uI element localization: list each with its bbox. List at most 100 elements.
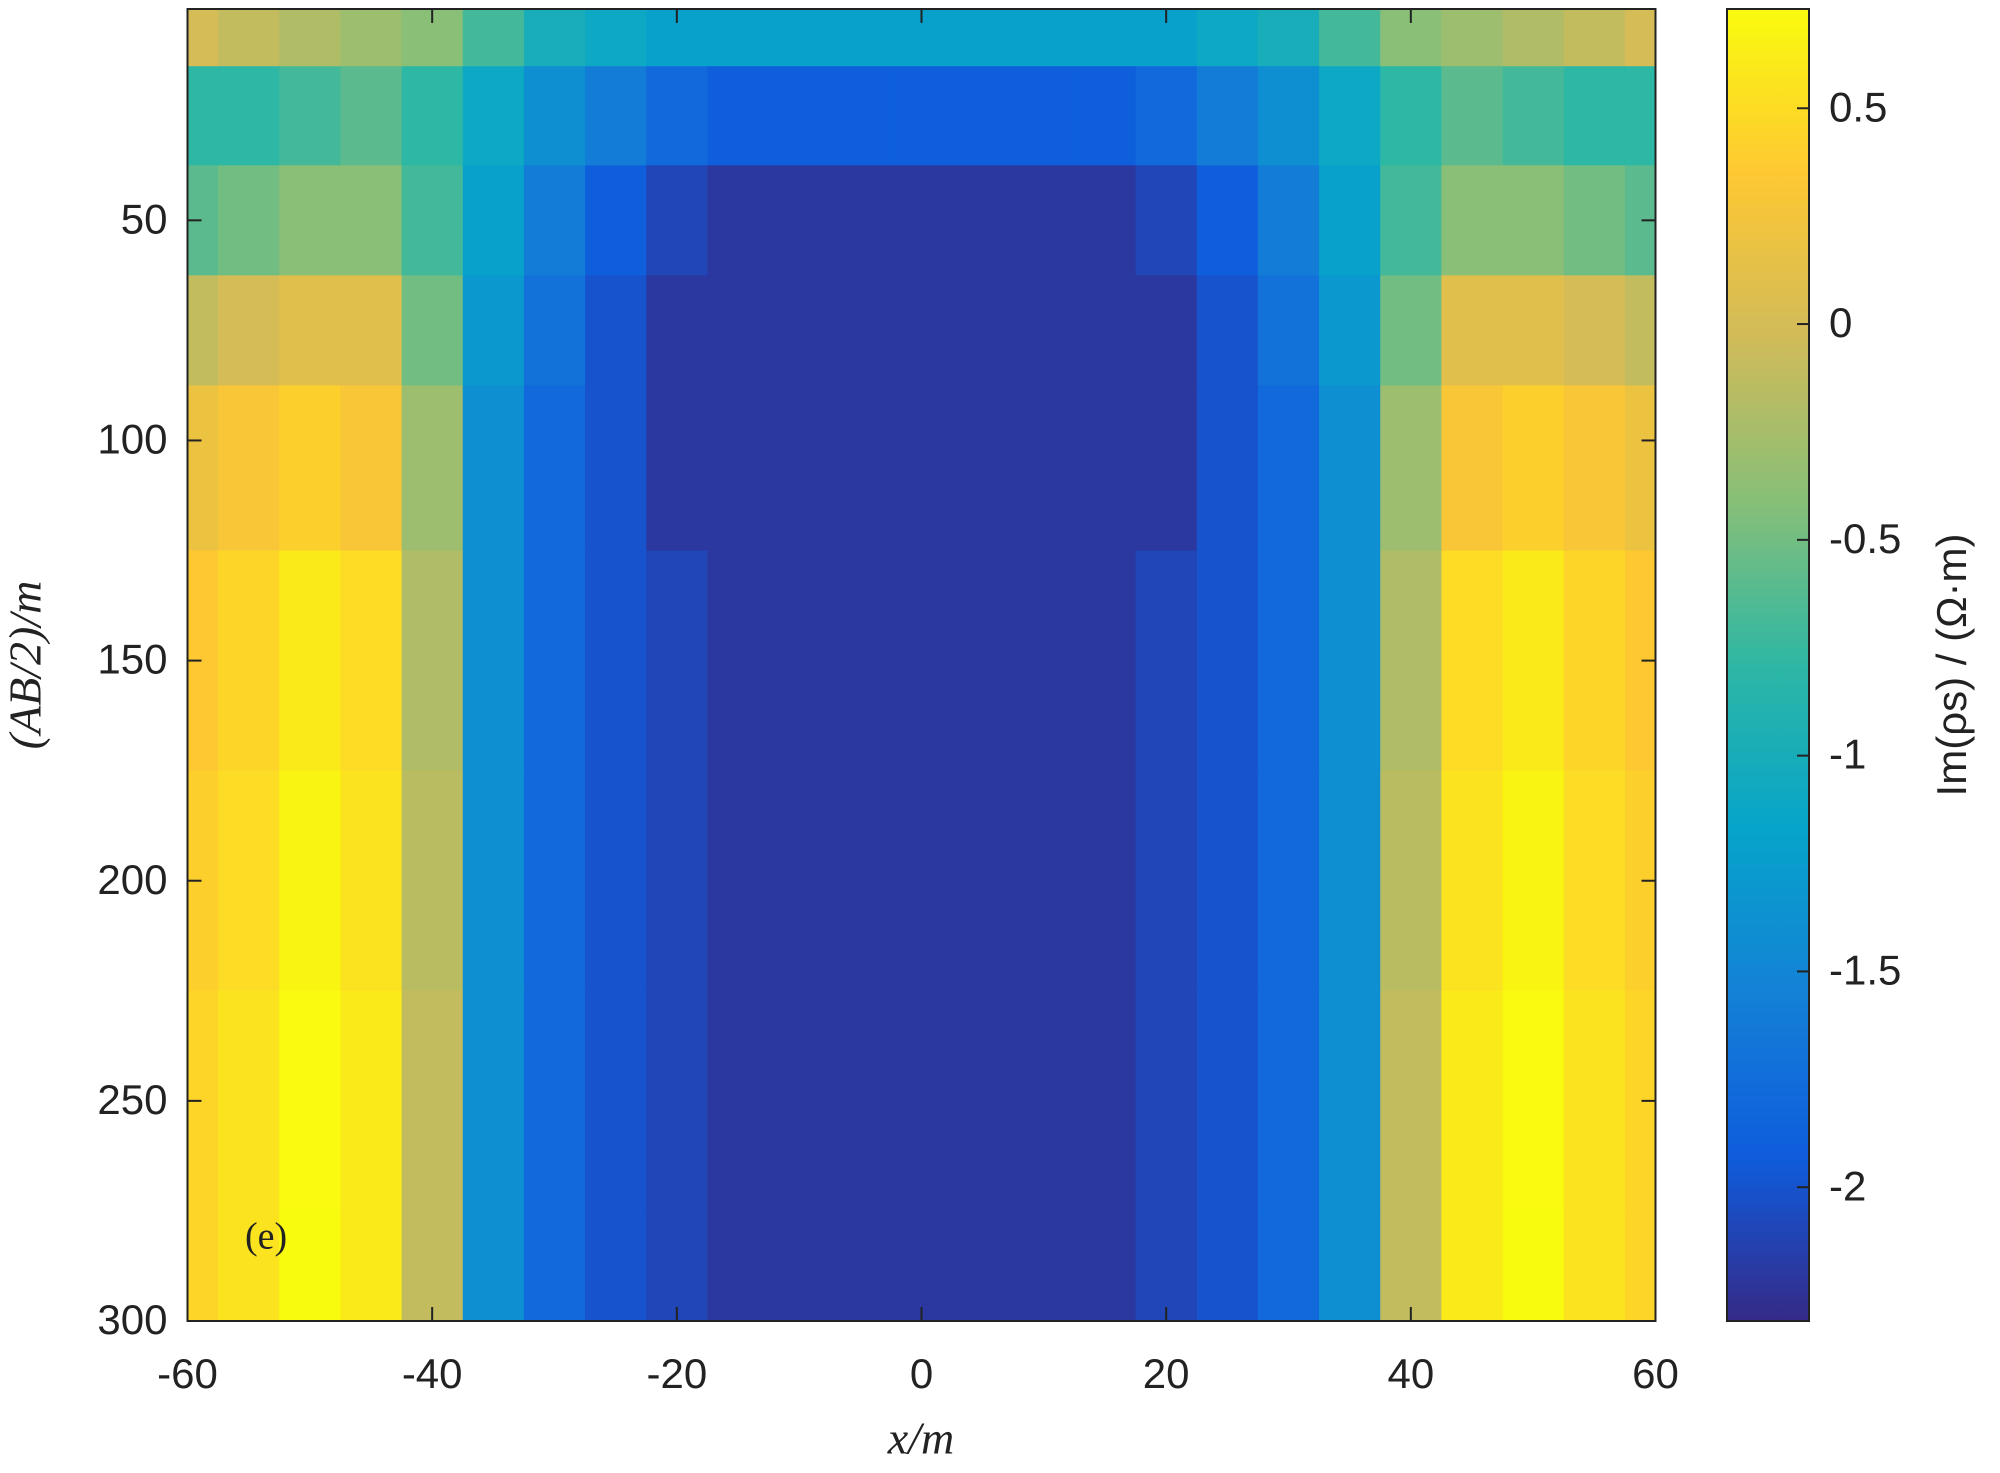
contour-cell — [523, 165, 586, 276]
contour-cell — [646, 990, 709, 1212]
x-tick-label: 20 — [1143, 1350, 1190, 1397]
x-axis-label: x/m — [887, 1413, 954, 1464]
contour-cell — [1196, 275, 1259, 387]
contour-cell — [1013, 770, 1076, 992]
contour-cell — [585, 66, 647, 166]
contour-cell — [646, 66, 709, 166]
contour-cell — [1074, 165, 1137, 276]
contour-cell — [1257, 9, 1320, 67]
contour-cell — [1074, 9, 1137, 67]
panel-label: (e) — [245, 1216, 287, 1258]
contour-cell — [218, 1210, 280, 1322]
y-tick-label: 150 — [97, 636, 167, 683]
contour-cell — [1196, 9, 1259, 67]
contour-cell — [768, 990, 831, 1212]
contour-cell — [1624, 275, 1657, 387]
contour-cell — [1196, 385, 1259, 552]
contour-cell — [279, 385, 342, 552]
contour-cell — [890, 275, 953, 387]
contour-cell — [829, 275, 892, 387]
contour-cell — [187, 66, 219, 166]
contour-cell — [1135, 1210, 1198, 1322]
contour-cell — [1502, 550, 1565, 772]
contour-cell — [1441, 990, 1504, 1212]
contour-cell — [952, 165, 1014, 276]
contour-cell — [1563, 275, 1626, 387]
contour-cell — [1013, 9, 1076, 67]
contour-cell — [218, 770, 280, 992]
contour-cell — [1624, 385, 1657, 552]
contour-cell — [218, 9, 280, 67]
contour-cell — [829, 990, 892, 1212]
contour-cell — [279, 550, 342, 772]
contour-cell — [952, 385, 1014, 552]
contour-cell — [187, 1210, 219, 1322]
contour-cell — [279, 990, 342, 1212]
contour-cell — [401, 385, 464, 552]
contour-cell — [1013, 66, 1076, 166]
contour-cell — [279, 66, 342, 166]
contour-cell — [401, 550, 464, 772]
contour-cell — [707, 9, 770, 67]
contour-cell — [1380, 550, 1443, 772]
contour-cell — [952, 66, 1014, 166]
contour-cell — [768, 385, 831, 552]
contour-cell — [768, 165, 831, 276]
contour-cell — [952, 1210, 1014, 1322]
contour-cell — [890, 770, 953, 992]
contour-cell — [1257, 275, 1320, 387]
contour-cell — [218, 550, 280, 772]
contour-cell — [1563, 165, 1626, 276]
contour-cell — [1563, 550, 1626, 772]
contour-cell — [1502, 770, 1565, 992]
contour-cell — [1441, 1210, 1504, 1322]
contour-cell — [462, 66, 525, 166]
contour-field — [187, 9, 1657, 1322]
contour-cell — [1074, 550, 1137, 772]
contour-cell — [952, 550, 1014, 772]
contour-cell — [1135, 770, 1198, 992]
contour-cell — [1257, 1210, 1320, 1322]
y-tick-label: 200 — [97, 856, 167, 903]
contour-cell — [340, 165, 403, 276]
contour-cell — [707, 550, 770, 772]
colorbar-tick-label: -1 — [1829, 731, 1866, 778]
contour-cell — [1196, 990, 1259, 1212]
x-tick-label: -20 — [646, 1350, 707, 1397]
contour-cell — [1074, 770, 1137, 992]
contour-cell — [890, 990, 953, 1212]
contour-cell — [1013, 275, 1076, 387]
contour-cell — [1319, 770, 1381, 992]
contour-cell — [523, 9, 586, 67]
contour-cell — [1135, 165, 1198, 276]
contour-cell — [340, 550, 403, 772]
contour-cell — [218, 990, 280, 1212]
contour-cell — [707, 1210, 770, 1322]
contour-cell — [952, 275, 1014, 387]
contour-cell — [1502, 165, 1565, 276]
contour-cell — [768, 770, 831, 992]
contour-cell — [462, 1210, 525, 1322]
contour-cell — [1624, 1210, 1657, 1322]
contour-cell — [218, 385, 280, 552]
contour-cell — [829, 550, 892, 772]
y-tick-label: 250 — [97, 1076, 167, 1123]
contour-cell — [890, 165, 953, 276]
contour-cell — [1502, 385, 1565, 552]
contour-cell — [1502, 66, 1565, 166]
contour-cell — [1441, 66, 1504, 166]
contour-cell — [523, 990, 586, 1212]
contour-cell — [585, 275, 647, 387]
contour-cell — [1135, 550, 1198, 772]
contour-cell — [1074, 275, 1137, 387]
contour-cell — [1074, 385, 1137, 552]
contour-cell — [707, 385, 770, 552]
x-tick-label: -40 — [402, 1350, 463, 1397]
contour-cell — [1502, 9, 1565, 67]
contour-cell — [585, 385, 647, 552]
contour-cell — [1563, 385, 1626, 552]
contour-cell — [340, 385, 403, 552]
x-tick-label: 40 — [1387, 1350, 1434, 1397]
colorbar-label: Im(ρs) / (Ω·m) — [1928, 534, 1975, 797]
